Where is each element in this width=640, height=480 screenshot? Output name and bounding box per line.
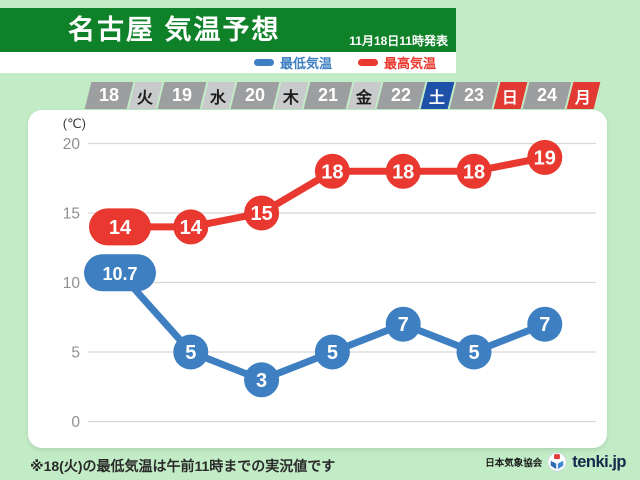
header-banner: 名古屋 気温予想 11月18日11時発表 [0,8,456,52]
legend-label-min: 最低気温 [279,56,332,71]
weekday-cell: 日 [493,82,528,109]
issued-timestamp: 11月18日11時発表 [349,34,448,48]
date-row: 18 火 19 水 20 木 21 金 22 土 23 日 24 月 [84,82,601,109]
date-cell: 24 [522,82,572,109]
legend-strip: 最低気温 最高気温 [0,52,456,73]
date-cell: 20 [230,82,280,109]
brand-block: 日本気象協会 tenki.jp [485,452,626,472]
date-cell: 18 [84,82,134,109]
attribution-label: 日本気象協会 [485,458,543,469]
weekday-cell: 水 [201,82,236,109]
page-title: 名古屋 気温予想 [68,15,281,45]
brand-name: tenki.jp [572,452,626,471]
weekday-cell: 木 [274,82,309,109]
footnote: ※18(火)の最低気温は午前11時までの実況値です [30,458,336,474]
date-cell: 21 [303,82,353,109]
tenki-logo-icon [547,452,567,472]
chart-panel [28,110,607,448]
date-cell: 22 [376,82,426,109]
legend-label-max: 最高気温 [383,56,436,71]
legend-item-min: 最低気温 [253,53,332,72]
weekday-cell: 火 [128,82,163,109]
date-cell: 23 [449,82,499,109]
weekday-cell: 土 [420,82,455,109]
weekday-cell: 月 [566,82,601,109]
legend-item-max: 最高気温 [357,53,436,72]
min-temp-line-swatch [253,59,274,66]
weekday-cell: 金 [347,82,382,109]
max-temp-line-swatch [357,59,378,66]
date-cell: 19 [157,82,207,109]
